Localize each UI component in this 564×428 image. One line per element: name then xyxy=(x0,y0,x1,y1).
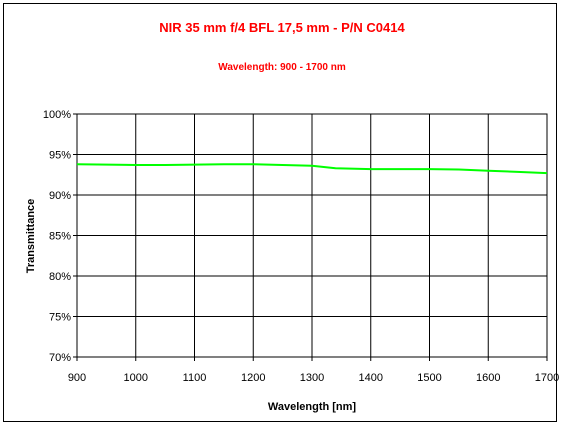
x-axis-label: Wavelength [nm] xyxy=(268,401,357,413)
x-tick-label: 1400 xyxy=(359,372,383,384)
x-tick-label: 1300 xyxy=(300,372,324,384)
chart-frame xyxy=(3,3,557,422)
x-tick-label: 1000 xyxy=(124,372,148,384)
x-tick-label: 1100 xyxy=(183,372,207,384)
transmittance-line xyxy=(76,163,548,175)
y-tick-label: 90% xyxy=(49,190,71,202)
y-tick-label: 80% xyxy=(49,271,71,283)
x-tick-label: 1700 xyxy=(535,372,559,384)
y-tick-label: 75% xyxy=(49,312,71,324)
y-axis-ticks: 70% 75% 80% 85% 90% 95% 100% xyxy=(43,109,77,364)
x-tick-label: 1600 xyxy=(476,372,500,384)
y-tick-label: 100% xyxy=(43,109,71,121)
x-tick-label: 1500 xyxy=(417,372,441,384)
x-axis-ticks: 900 1000 1100 1200 1300 1400 1500 1600 1700 xyxy=(68,357,559,384)
x-tick-label: 900 xyxy=(68,372,86,384)
chart-subtitle: Wavelength: 900 - 1700 nm xyxy=(218,62,346,73)
chart-title: NIR 35 mm f/4 BFL 17,5 mm - P/N C0414 xyxy=(159,20,405,35)
y-axis-label: Transmittance xyxy=(25,199,37,274)
x-tick-label: 1200 xyxy=(241,372,265,384)
y-tick-label: 95% xyxy=(49,150,71,162)
grid-lines xyxy=(76,113,548,358)
y-tick-label: 85% xyxy=(49,231,71,243)
y-tick-label: 70% xyxy=(49,352,71,364)
